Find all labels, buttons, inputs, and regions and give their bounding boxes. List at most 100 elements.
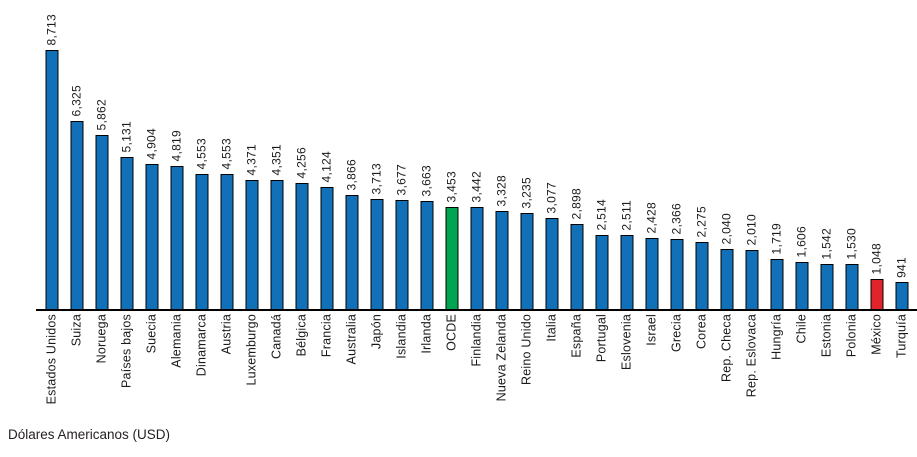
x-axis-line	[36, 309, 917, 311]
bar-chile	[795, 262, 808, 310]
bar-turqu-a	[895, 282, 908, 310]
bar-value-label: 4,904	[144, 128, 158, 160]
bar-slot: 3,077 Italia	[539, 0, 564, 457]
bar-slot: 5,862 Noruega	[89, 0, 114, 457]
bar-corea	[695, 242, 708, 310]
category-label: España	[569, 314, 583, 358]
bar-slot: 3,866 Australia	[339, 0, 364, 457]
bar-slot: 2,040 Rep. Checa	[714, 0, 739, 457]
bar-value-label: 2,366	[669, 203, 683, 235]
bar-slot: 2,511 Eslovenia	[614, 0, 639, 457]
bar-portugal	[595, 235, 608, 310]
category-label: Italia	[544, 314, 558, 342]
category-label: Luxemburgo	[244, 314, 258, 386]
bar-alemania	[170, 166, 183, 310]
category-label: Países bajos	[119, 314, 133, 388]
bar-nueva-zelanda	[495, 211, 508, 310]
category-label: Polonia	[844, 314, 858, 358]
bar-slot: 2,428 Israel	[639, 0, 664, 457]
bar-slot: 1,048 México	[864, 0, 889, 457]
bar-canad-	[270, 180, 283, 310]
bar-slot: 2,275 Corea	[689, 0, 714, 457]
bar-luxemburgo	[245, 180, 258, 310]
bar-slot: 4,553 Austria	[214, 0, 239, 457]
bar-value-label: 2,275	[694, 206, 708, 238]
bar-slot: 1,719 Hungría	[764, 0, 789, 457]
bar-slot: 1,606 Chile	[789, 0, 814, 457]
bar-estonia	[820, 264, 833, 310]
bar-eslovenia	[620, 235, 633, 310]
category-label: Japón	[369, 314, 383, 350]
bar-value-label: 2,514	[594, 199, 608, 231]
bar-slot: 1,530 Polonia	[839, 0, 864, 457]
bar-value-label: 4,819	[169, 130, 183, 162]
bar-value-label: 3,077	[544, 182, 558, 214]
bar-value-label: 1,719	[769, 223, 783, 255]
bar-slot: 3,713 Japón	[364, 0, 389, 457]
bar-dinamarca	[195, 174, 208, 310]
bar-slot: 2,898 España	[564, 0, 589, 457]
bar-jap-n	[370, 199, 383, 310]
bar-value-label: 4,553	[219, 138, 233, 170]
bar-hungr-a	[770, 259, 783, 310]
bar-slot: 2,366 Grecia	[664, 0, 689, 457]
category-label: OCDE	[444, 314, 458, 351]
category-label: México	[869, 314, 883, 355]
category-label: Australia	[344, 314, 358, 365]
category-label: Turquía	[894, 314, 908, 359]
bar-value-label: 3,235	[519, 177, 533, 209]
bar-slot: 6,325 Suiza	[64, 0, 89, 457]
category-label: Eslovenia	[619, 314, 633, 370]
bar-slot: 3,453 OCDE	[439, 0, 464, 457]
category-label: Francia	[319, 314, 333, 358]
bar-value-label: 4,351	[269, 144, 283, 176]
bar-slot: 5,131 Países bajos	[114, 0, 139, 457]
bar-value-label: 2,898	[569, 188, 583, 220]
bar-espa-a	[570, 224, 583, 310]
bar-slot: 941 Turquía	[889, 0, 914, 457]
bar-slot: 3,677 Islandia	[389, 0, 414, 457]
bar-value-label: 6,325	[69, 85, 83, 117]
bar-slot: 2,010 Rep. Eslovaca	[739, 0, 764, 457]
bar-value-label: 3,663	[419, 165, 433, 197]
bar-b-lgica	[295, 183, 308, 310]
category-label: Corea	[694, 314, 708, 350]
category-label: Rep. Checa	[719, 314, 733, 383]
bar-islandia	[395, 200, 408, 310]
bar-estados-unidos	[45, 50, 58, 310]
category-label: Irlanda	[419, 314, 433, 354]
bar-value-label: 4,553	[194, 138, 208, 170]
bar-value-label: 3,713	[369, 163, 383, 195]
bar-slot: 2,514 Portugal	[589, 0, 614, 457]
bar-value-label: 1,542	[819, 228, 833, 260]
category-label: Israel	[644, 314, 658, 346]
category-label: Alemania	[169, 314, 183, 368]
category-label: Islandia	[394, 314, 408, 359]
category-label: Nueva Zelanda	[494, 314, 508, 402]
category-label: Suecia	[144, 314, 158, 354]
bar-slot: 4,819 Alemania	[164, 0, 189, 457]
bar-value-label: 3,677	[394, 164, 408, 196]
bar-value-label: 4,256	[294, 147, 308, 179]
bar-value-label: 941	[894, 257, 908, 278]
bar-rep-checa	[720, 249, 733, 310]
bar-irlanda	[420, 201, 433, 310]
bar-value-label: 3,453	[444, 171, 458, 203]
bar-slot: 1,542 Estonia	[814, 0, 839, 457]
bar-australia	[345, 195, 358, 310]
category-label: Portugal	[594, 314, 608, 363]
bar-value-label: 8,713	[44, 14, 58, 46]
bar-slot: 3,235 Reino Unido	[514, 0, 539, 457]
category-label: Rep. Eslovaca	[744, 314, 758, 398]
bar-israel	[645, 238, 658, 310]
bar-slot: 4,371 Luxemburgo	[239, 0, 264, 457]
bar-pa-ses-bajos	[120, 157, 133, 310]
bar-ocde	[445, 207, 458, 310]
bar-polonia	[845, 264, 858, 310]
bar-value-label: 3,442	[469, 171, 483, 203]
category-label: Suiza	[69, 314, 83, 347]
category-label: Finlandia	[469, 314, 483, 367]
bar-slot: 3,328 Nueva Zelanda	[489, 0, 514, 457]
category-label: Grecia	[669, 314, 683, 353]
